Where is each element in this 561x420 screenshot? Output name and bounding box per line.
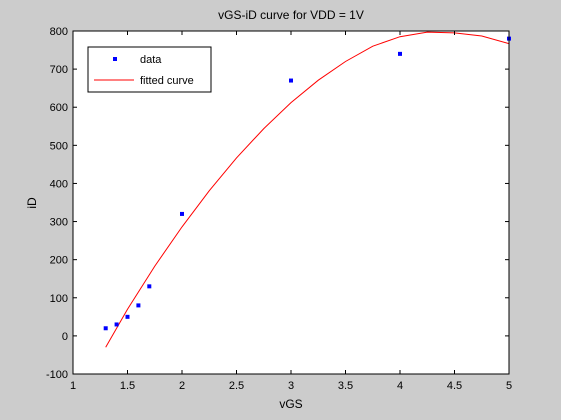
data-point — [136, 303, 141, 308]
data-point — [125, 314, 130, 319]
y-tick-label: 400 — [50, 178, 68, 190]
legend-label-data: data — [140, 54, 162, 66]
fitted-curve-line — [105, 31, 509, 348]
legend: data fitted curve — [87, 46, 212, 93]
x-tick-label: 5 — [506, 380, 512, 392]
data-point — [180, 211, 184, 216]
x-tick-label: 1 — [70, 380, 76, 392]
y-tick-label: 500 — [50, 140, 68, 152]
y-tick-label: 800 — [50, 26, 68, 38]
y-tick-label: 300 — [50, 217, 68, 229]
y-tick-label: 100 — [50, 293, 68, 305]
y-tick-label: 0 — [62, 331, 68, 343]
x-tick-label: 3 — [288, 380, 294, 392]
data-point — [103, 326, 108, 331]
chart-title: vGS-iD curve for VDD = 1V — [218, 8, 364, 22]
x-tick-label: 4 — [397, 380, 403, 392]
x-axis-label: vGS — [279, 397, 302, 411]
y-tick-label: -100 — [46, 369, 68, 381]
legend-marker-data — [113, 57, 117, 61]
data-point — [114, 322, 119, 327]
x-tick-label: 1.5 — [120, 380, 135, 392]
x-tick-label: 2.5 — [229, 380, 244, 392]
x-tick-label: 3.5 — [338, 380, 353, 392]
x-tick-label: 2 — [179, 380, 185, 392]
data-point — [289, 78, 293, 83]
legend-label-fitted: fitted curve — [140, 75, 194, 87]
y-tick-label: 600 — [50, 102, 68, 114]
y-tick-label: 200 — [50, 255, 68, 267]
legend-box — [87, 46, 212, 93]
y-tick-label: 700 — [50, 64, 68, 76]
data-point — [398, 51, 402, 56]
y-axis-label: iD — [25, 197, 39, 209]
data-point — [147, 284, 152, 289]
x-tick-label: 4.5 — [447, 380, 462, 392]
